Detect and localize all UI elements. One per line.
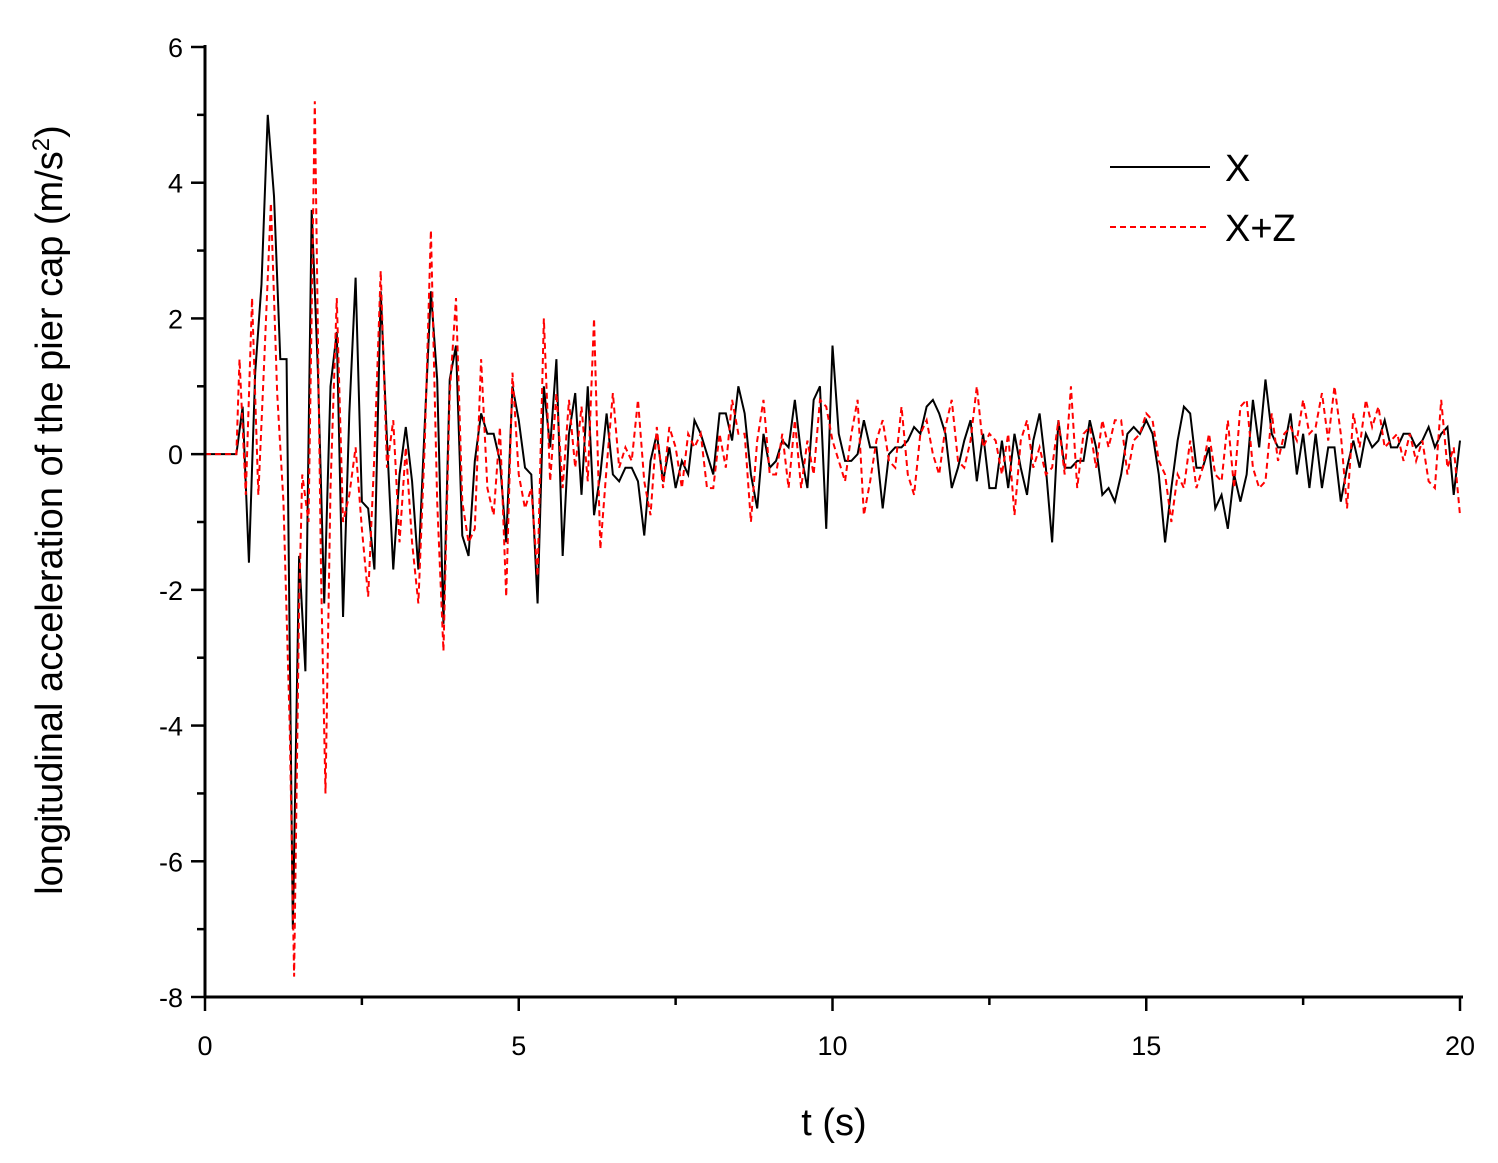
- x-tick-label: 15: [1131, 1031, 1161, 1061]
- legend-label-x: X: [1225, 148, 1250, 190]
- y-tick-label: 4: [168, 169, 183, 199]
- axes-layer: [203, 45, 1463, 999]
- y-axis-title-main: longitudinal acceleration of the pier ca…: [29, 151, 71, 895]
- y-tick-label: -4: [159, 712, 183, 742]
- ticks-layer: [191, 45, 1462, 1011]
- y-axis-title-superscript: 2: [28, 138, 55, 151]
- series-layer: [205, 101, 1461, 977]
- y-tick-label: -8: [159, 983, 183, 1013]
- x-tick-label: 0: [197, 1031, 212, 1061]
- legend: X X+Z: [1110, 148, 1296, 250]
- series-line-xz: [205, 101, 1461, 977]
- y-tick-label: -2: [159, 576, 183, 606]
- y-axis-title: longitudinal acceleration of the pier ca…: [28, 125, 72, 895]
- x-axis-title: t (s): [801, 1102, 866, 1144]
- legend-label-xz: X+Z: [1225, 208, 1296, 250]
- y-tick-label: 6: [168, 33, 183, 63]
- y-tick-label: -6: [159, 847, 183, 877]
- x-tick-label: 20: [1445, 1031, 1475, 1061]
- series-line-x: [205, 114, 1461, 930]
- y-tick-label: 2: [168, 304, 183, 334]
- x-tick-label: 5: [511, 1031, 526, 1061]
- y-axis-title-close: ): [29, 125, 71, 138]
- y-tick-label: 0: [168, 440, 183, 470]
- x-tick-label: 10: [817, 1031, 847, 1061]
